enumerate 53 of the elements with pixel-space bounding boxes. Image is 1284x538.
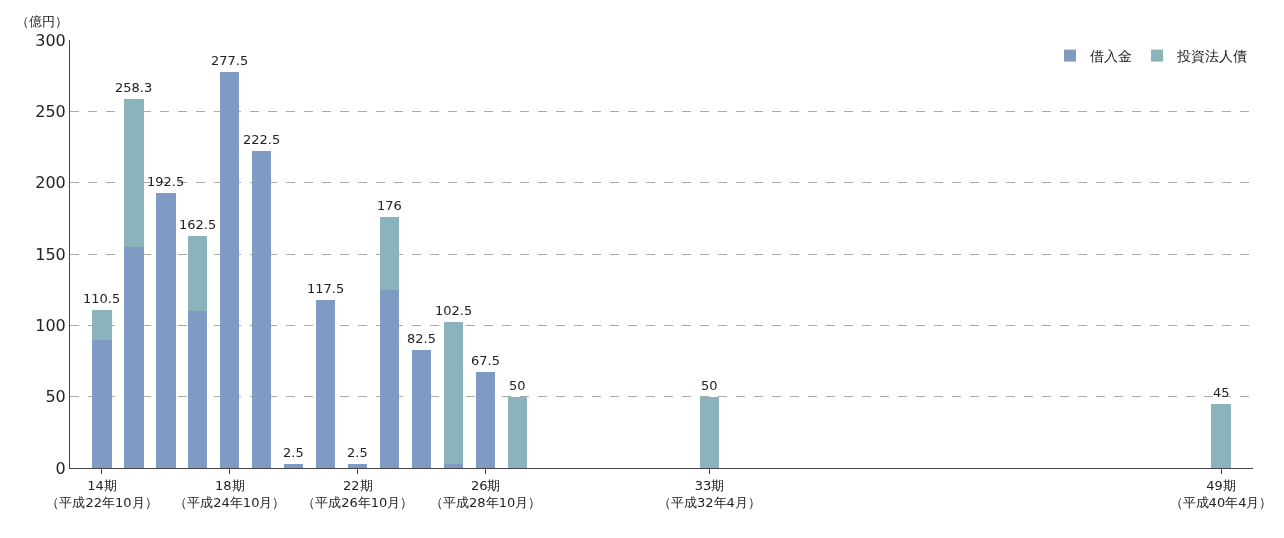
y-tick-label: 50 bbox=[45, 387, 66, 407]
x-tick-label: 14期（平成22年10月） bbox=[46, 477, 158, 510]
bar bbox=[92, 339, 112, 468]
bar bbox=[348, 464, 368, 468]
total-label: 277.5 bbox=[211, 53, 249, 68]
bar bbox=[156, 193, 176, 468]
x-tick-label: 22期（平成26年10月） bbox=[302, 477, 414, 510]
y-tick-label: 200 bbox=[35, 173, 66, 193]
legend-label: 借入金 bbox=[1090, 48, 1132, 65]
total-label: 110.5 bbox=[83, 291, 121, 306]
total-label: 117.5 bbox=[307, 281, 345, 296]
total-label: 192.5 bbox=[147, 174, 185, 189]
total-label: 162.5 bbox=[179, 217, 217, 232]
total-label: 67.5 bbox=[471, 353, 500, 368]
bar bbox=[412, 350, 432, 468]
total-label: 258.3 bbox=[115, 80, 153, 95]
total-label: 2.5 bbox=[283, 445, 304, 460]
y-tick-label: 0 bbox=[55, 458, 66, 478]
bar bbox=[124, 246, 144, 468]
total-label: 222.5 bbox=[243, 132, 281, 147]
bar bbox=[220, 72, 240, 468]
y-tick-label: 100 bbox=[35, 315, 66, 335]
bar bbox=[1211, 403, 1231, 468]
bar bbox=[252, 150, 272, 468]
bar bbox=[444, 321, 464, 465]
bar bbox=[380, 289, 400, 468]
total-label: 50 bbox=[509, 378, 526, 393]
x-tick-label: 18期（平成24年10月） bbox=[174, 477, 286, 510]
total-label: 82.5 bbox=[407, 331, 436, 346]
legend-label: 投資法人債 bbox=[1176, 48, 1247, 65]
bar bbox=[124, 99, 144, 247]
y-tick-label: 300 bbox=[35, 30, 66, 50]
y-tick-label: 250 bbox=[35, 101, 66, 121]
x-tick-label: 49期（平成40年4月） bbox=[1169, 477, 1273, 510]
bar bbox=[380, 216, 400, 290]
y-tick-label: 150 bbox=[35, 244, 66, 264]
x-tick-label: 26期（平成28年10月） bbox=[430, 477, 542, 510]
total-label: 50 bbox=[701, 378, 718, 393]
bar bbox=[284, 464, 304, 468]
bar bbox=[476, 371, 496, 468]
y-axis-title: （億円） bbox=[16, 14, 68, 29]
total-label: 176 bbox=[377, 198, 402, 213]
bar bbox=[316, 300, 336, 468]
total-label: 45 bbox=[1213, 385, 1230, 400]
bar bbox=[188, 236, 208, 312]
bar bbox=[444, 464, 464, 468]
x-tick-label: 33期（平成32年4月） bbox=[658, 477, 761, 510]
bar bbox=[92, 310, 112, 340]
total-label: 2.5 bbox=[347, 445, 368, 460]
bar bbox=[699, 396, 720, 468]
bar bbox=[508, 396, 528, 468]
total-label: 102.5 bbox=[435, 303, 473, 318]
bar bbox=[188, 311, 208, 468]
